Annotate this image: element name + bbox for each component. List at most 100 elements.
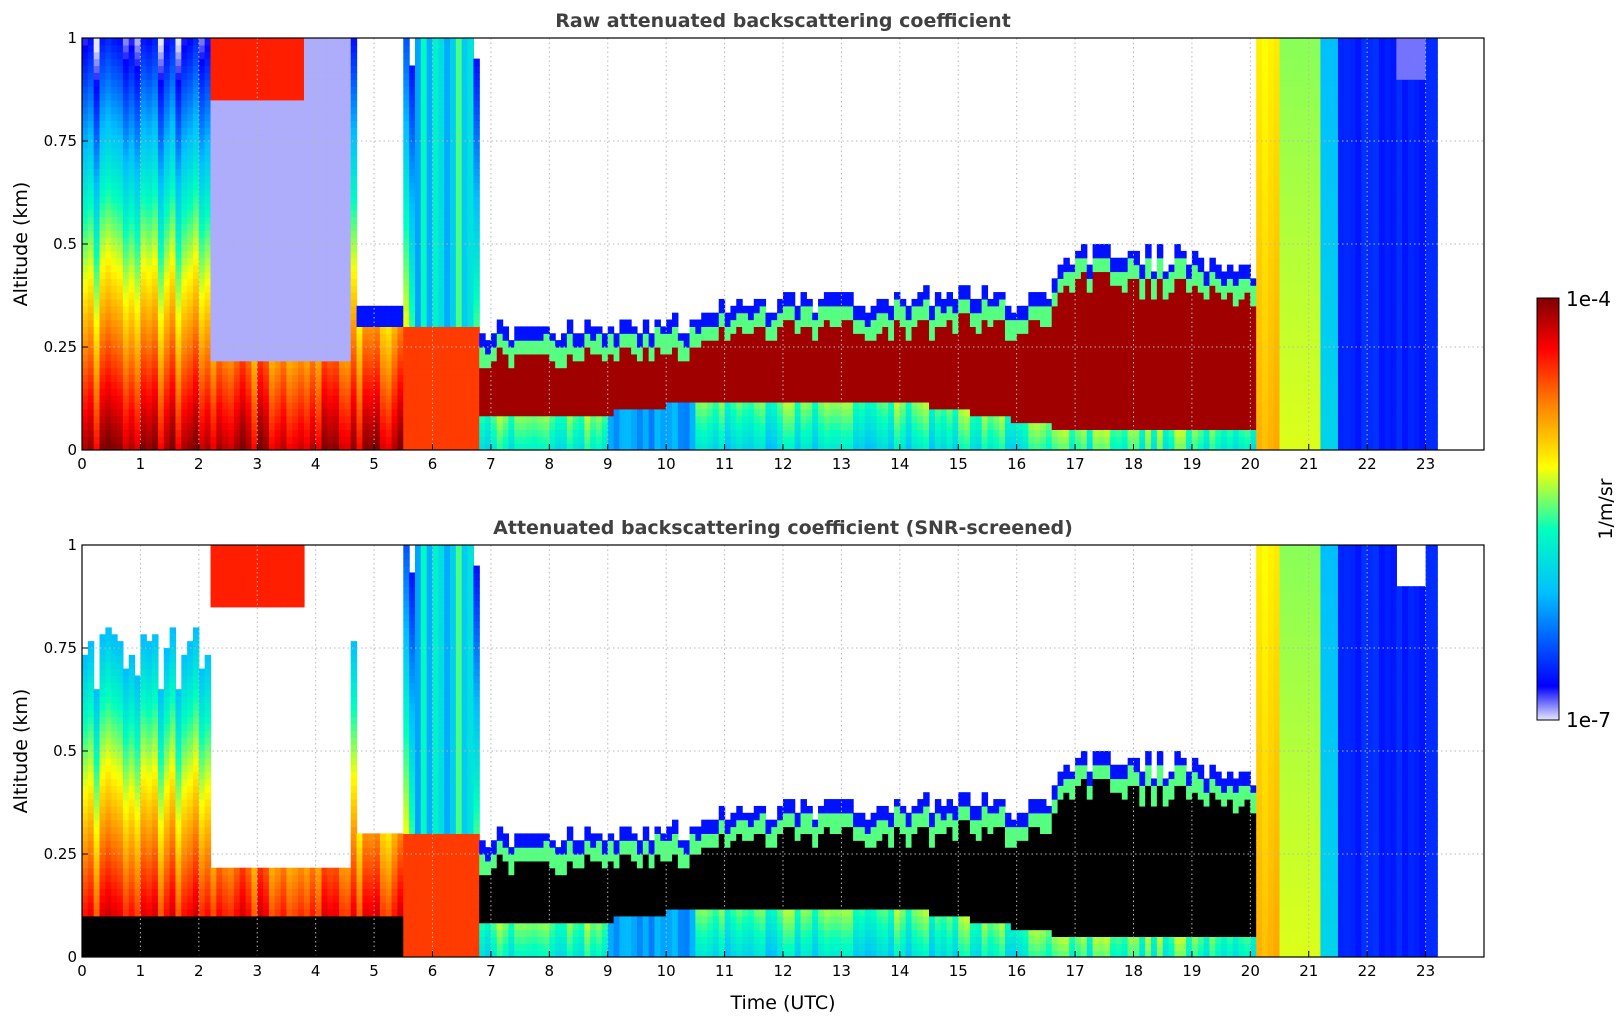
heatmap-cell [747, 408, 755, 417]
heatmap-cell [122, 244, 130, 252]
heatmap-cell [414, 58, 422, 67]
heatmap-cell [327, 360, 334, 369]
heatmap-cell [245, 175, 253, 183]
heatmap-cell [198, 250, 206, 259]
heatmap-cell [450, 271, 457, 279]
heatmap-cell [169, 244, 177, 252]
heatmap-cell [432, 285, 439, 293]
heatmap-cell [450, 250, 457, 259]
heatmap-cell [455, 312, 463, 321]
heatmap-cell [303, 367, 311, 376]
heatmap-cell [204, 99, 212, 108]
heatmap-cell [555, 340, 562, 348]
heatmap-cell [823, 429, 831, 437]
heatmap-cell [134, 250, 142, 259]
heatmap-cell [607, 408, 615, 417]
heatmap-cell [233, 182, 241, 190]
heatmap-cell [298, 168, 305, 176]
heatmap-cell [117, 367, 124, 376]
heatmap-cell [414, 168, 422, 176]
heatmap-cell [467, 189, 474, 197]
heatmap-cell [111, 99, 118, 108]
heatmap-cell [303, 141, 311, 149]
heatmap-cell [432, 388, 439, 396]
heatmap-cell [759, 326, 767, 334]
heatmap-cell [105, 408, 112, 417]
heatmap-cell [152, 395, 159, 403]
heatmap-cell [274, 51, 282, 60]
heatmap-cell [432, 120, 439, 128]
heatmap-cell [508, 374, 515, 382]
heatmap-cell [87, 257, 95, 266]
heatmap-cell [555, 347, 562, 355]
heatmap-cell [327, 223, 334, 231]
heatmap-cell [134, 395, 142, 403]
heatmap-cell [204, 209, 212, 218]
heatmap-cell [818, 326, 825, 334]
heatmap-cell [333, 305, 340, 314]
heatmap-cell [344, 415, 352, 424]
heatmap-cell [520, 374, 527, 382]
heatmap-cell [309, 298, 317, 307]
heatmap-cell [321, 292, 328, 300]
heatmap-cell [251, 147, 258, 156]
heatmap-cell [210, 113, 217, 121]
heatmap-cell [286, 319, 293, 327]
heatmap-cell [339, 65, 346, 73]
heatmap-cell [636, 347, 644, 355]
heatmap-cell [216, 381, 223, 389]
heatmap-cell [315, 257, 323, 266]
heatmap-cell [128, 278, 136, 286]
heatmap-cell [403, 38, 410, 46]
heatmap-cell [537, 381, 545, 389]
heatmap-cell [800, 415, 807, 424]
heatmap-cell [350, 429, 358, 437]
heatmap-cell [543, 443, 550, 450]
heatmap-cell [566, 340, 574, 348]
heatmap-cell [420, 99, 428, 108]
heatmap-cell [146, 319, 153, 327]
heatmap-cell [157, 134, 165, 142]
heatmap-cell [841, 374, 848, 382]
heatmap-cell [268, 106, 276, 115]
heatmap-cell [391, 408, 399, 417]
heatmap-cell [379, 395, 387, 403]
heatmap-cell [146, 86, 153, 94]
heatmap-cell [268, 429, 276, 437]
heatmap-cell [823, 319, 831, 327]
heatmap-cell [192, 401, 200, 410]
heatmap-cell [175, 134, 182, 142]
heatmap-cell [350, 120, 358, 128]
heatmap-cell [198, 326, 206, 334]
heatmap-cell [473, 278, 480, 286]
heatmap-cell [99, 429, 106, 437]
heatmap-cell [99, 51, 106, 60]
heatmap-cell [210, 209, 217, 218]
heatmap-cell [391, 333, 399, 341]
heatmap-cell [117, 326, 124, 334]
heatmap-cell [391, 415, 399, 424]
heatmap-cell [414, 195, 422, 204]
heatmap-cell [818, 408, 825, 417]
heatmap-cell [531, 408, 539, 417]
heatmap-cell [420, 168, 428, 176]
heatmap-cell [625, 401, 632, 410]
heatmap-cell [152, 65, 159, 73]
heatmap-cell [333, 353, 340, 362]
heatmap-cell [420, 202, 428, 211]
heatmap-cell [800, 292, 807, 300]
heatmap-cell [485, 367, 492, 376]
heatmap-cell [216, 195, 223, 204]
heatmap-cell [420, 340, 428, 348]
heatmap-cell [181, 92, 188, 101]
heatmap-cell [82, 292, 89, 300]
heatmap-cell [222, 161, 229, 170]
heatmap-cell [473, 388, 480, 396]
heatmap-cell [175, 429, 182, 437]
heatmap-cell [742, 388, 749, 396]
heatmap-cell [251, 353, 258, 362]
heatmap-cell [122, 223, 130, 231]
heatmap-cell [216, 422, 223, 430]
heatmap-cell [566, 326, 574, 334]
heatmap-cell [105, 436, 112, 444]
